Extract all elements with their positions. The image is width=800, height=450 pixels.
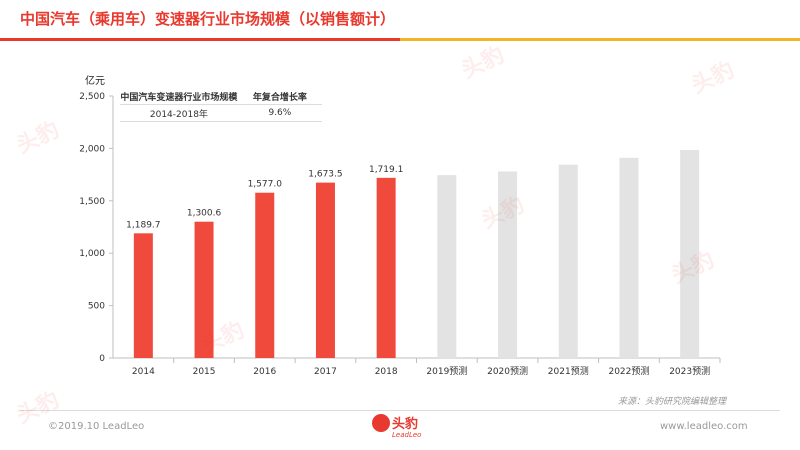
x-tick-label: 2016 bbox=[253, 367, 276, 377]
data-label: 1,673.5 bbox=[308, 170, 342, 180]
x-tick-label: 2020预测 bbox=[487, 366, 528, 377]
logo-text-cn: 头豹 bbox=[392, 417, 419, 432]
bar bbox=[255, 192, 275, 358]
cagr-header-metric: 中国汽车变速器行业市场规模 bbox=[120, 92, 238, 103]
y-tick-label: 2,500 bbox=[79, 92, 105, 102]
cagr-table-row: 2014-2018年 9.6% bbox=[120, 105, 322, 122]
data-label: 1,577.0 bbox=[248, 180, 283, 190]
x-tick-label: 2023预测 bbox=[669, 366, 710, 377]
x-tick-label: 2015 bbox=[193, 367, 216, 377]
cagr-table-header: 中国汽车变速器行业市场规模 年复合增长率 bbox=[120, 88, 322, 105]
x-tick-label: 2014 bbox=[132, 367, 155, 377]
x-tick-label: 2019预测 bbox=[426, 366, 467, 377]
header-divider-red bbox=[0, 38, 400, 41]
cagr-table: 中国汽车变速器行业市场规模 年复合增长率 2014-2018年 9.6% bbox=[120, 88, 322, 122]
header-divider-gold bbox=[400, 38, 800, 41]
y-tick-label: 0 bbox=[99, 354, 105, 364]
copyright: ©2019.10 LeadLeo bbox=[48, 421, 145, 432]
bar bbox=[376, 177, 396, 358]
x-tick-label: 2017 bbox=[314, 367, 337, 377]
data-label: 1,300.6 bbox=[187, 209, 222, 219]
cagr-period: 2014-2018年 bbox=[149, 109, 208, 120]
bar bbox=[437, 175, 457, 358]
data-label: 1,189.7 bbox=[126, 220, 160, 230]
bar bbox=[133, 233, 153, 358]
website-link[interactable]: www.leadleo.com bbox=[660, 421, 748, 432]
bar bbox=[680, 149, 700, 358]
y-tick-label: 1,000 bbox=[79, 249, 105, 259]
y-tick-label: 500 bbox=[88, 302, 105, 312]
bar bbox=[498, 171, 518, 358]
leopard-icon bbox=[372, 414, 390, 432]
bar bbox=[619, 157, 639, 358]
y-tick-label: 2,000 bbox=[79, 144, 105, 154]
leadleo-logo: 头豹 LeadLeo bbox=[372, 412, 428, 444]
bar bbox=[315, 182, 335, 358]
cagr-header-rate: 年复合增长率 bbox=[252, 92, 307, 103]
y-axis-unit: 亿元 bbox=[85, 76, 105, 87]
x-tick-label: 2021预测 bbox=[548, 366, 589, 377]
data-label: 1,719.1 bbox=[369, 165, 403, 175]
y-tick-label: 1,500 bbox=[79, 197, 105, 207]
page-title: 中国汽车（乘用车）变速器行业市场规模（以销售额计） bbox=[20, 10, 396, 28]
logo-text-en: LeadLeo bbox=[392, 431, 422, 439]
x-tick-label: 2018 bbox=[375, 367, 398, 377]
source-note: 来源：头豹研究院编辑整理 bbox=[618, 397, 727, 407]
bar bbox=[558, 164, 578, 358]
footer-divider bbox=[20, 410, 780, 411]
bar bbox=[194, 221, 214, 358]
cagr-value: 9.6% bbox=[268, 108, 292, 118]
x-tick-label: 2022预测 bbox=[608, 366, 649, 377]
